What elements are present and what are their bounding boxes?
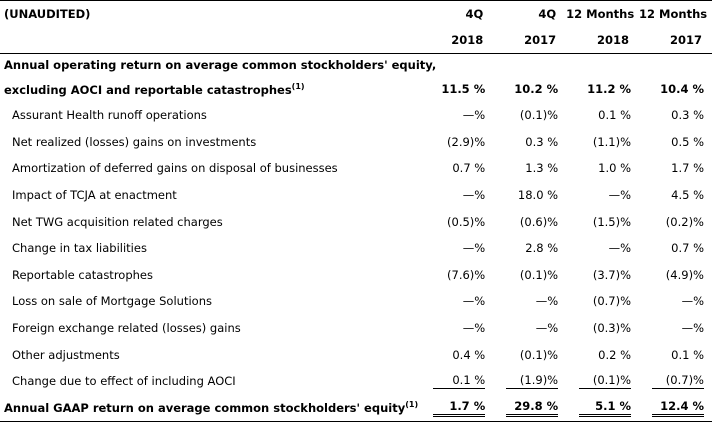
row-label: Net realized (losses) gains on investmen…: [12, 134, 257, 149]
value-cell: (0.1)%: [519, 108, 559, 123]
value-cell: —%: [608, 188, 632, 203]
row-label: Foreign exchange related (losses) gains: [12, 321, 241, 336]
value-cell: 1.0 %: [598, 161, 632, 176]
col-year-3: 2018: [566, 27, 640, 54]
value-cell: (2.9)%: [447, 134, 486, 149]
value-cell: —%: [535, 294, 559, 309]
col-header-12m-2017: 12 Months: [639, 0, 712, 27]
row-label: Change in tax liabilities: [12, 241, 147, 256]
value-cell: 0.7 %: [452, 161, 486, 176]
adjustment-rows: Assurant Health runoff operations —% (0.1)…: [0, 102, 712, 395]
value-cell: —%: [462, 241, 486, 256]
section-title-line2: excluding AOCI and reportable catastroph…: [4, 81, 305, 97]
gaap-roe-total-row: Annual GAAP return on average common sto…: [0, 394, 712, 422]
table-row: Amortization of deferred gains on dispos…: [0, 155, 712, 182]
value-cell: —%: [681, 321, 704, 336]
table-row: Change due to effect of including AOCI 0.…: [0, 368, 712, 395]
value-cell: (0.1)%: [519, 347, 559, 362]
value-cell: 0.3 %: [525, 134, 559, 149]
row-label: Reportable catastrophes: [12, 267, 153, 282]
value-cell: 0.4 %: [452, 347, 486, 362]
footnote-marker: (1): [405, 400, 419, 410]
value-cell: —%: [535, 321, 559, 336]
value-cell: (0.1)%: [579, 373, 632, 390]
value-cell: 0.1 %: [433, 373, 486, 390]
table-row: Assurant Health runoff operations —% (0.1)…: [0, 102, 712, 129]
section-title-line1: Annual operating return on average commo…: [4, 58, 437, 72]
value-cell: 2.8 %: [525, 241, 559, 256]
unaudited-label: (UNAUDITED): [0, 0, 421, 27]
table-row: Net TWG acquisition related charges (0.5)…: [0, 208, 712, 235]
value-cell: (0.5)%: [447, 214, 486, 229]
row-label: Net TWG acquisition related charges: [12, 214, 223, 229]
header-row-top: (UNAUDITED) 4Q 4Q 12 Months 12 Months: [0, 0, 712, 27]
value-cell: 1.3 %: [525, 161, 559, 176]
col-year-1: 2018: [420, 27, 494, 54]
value-cell: —%: [462, 188, 486, 203]
header-row-years: 2018 2017 2018 2017: [0, 27, 712, 54]
value-cell: 0.3 %: [671, 108, 704, 123]
value-cell: —%: [462, 108, 486, 123]
value-cell: (0.7)%: [592, 294, 632, 309]
value-cell: 4.5 %: [671, 188, 704, 203]
value-cell: (4.9)%: [665, 267, 704, 282]
value-cell: (0.7)%: [652, 373, 704, 390]
value-cell: 0.1 %: [598, 108, 632, 123]
table-row: Loss on sale of Mortgage Solutions —% —% (0…: [0, 288, 712, 315]
col-header-4q-2018: 4Q: [420, 0, 494, 27]
value-cell: 1.7 %: [671, 161, 704, 176]
row-label: Change due to effect of including AOCI: [12, 374, 236, 389]
value-cell: —%: [608, 241, 632, 256]
value-cell: —%: [681, 294, 704, 309]
value-cell: —%: [462, 294, 486, 309]
value-cell: (1.1)%: [592, 134, 632, 149]
value-cell: (7.6)%: [447, 267, 486, 282]
total-value-cell: 29.8 %: [506, 399, 559, 417]
row-label: Amortization of deferred gains on dispos…: [12, 161, 338, 176]
value-cell: 10.4 %: [660, 82, 704, 96]
row-label: Loss on sale of Mortgage Solutions: [12, 294, 212, 309]
operating-roe-row: excluding AOCI and reportable catastroph…: [0, 76, 712, 102]
table-row: Change in tax liabilities —% 2.8 % —% 0.7 %: [0, 235, 712, 262]
total-label: Annual GAAP return on average common sto…: [0, 394, 421, 422]
total-value-cell: 12.4 %: [652, 399, 704, 417]
value-cell: (0.3)%: [592, 321, 632, 336]
value-cell: (0.6)%: [519, 214, 559, 229]
value-cell: (1.9)%: [506, 373, 559, 390]
col-header-4q-2017: 4Q: [493, 0, 567, 27]
row-label: Assurant Health runoff operations: [12, 108, 207, 123]
table-row: Impact of TCJA at enactment —% 18.0 % —% 4.5…: [0, 182, 712, 209]
value-cell: —%: [462, 321, 486, 336]
value-cell: (0.2)%: [665, 214, 704, 229]
table-row: Foreign exchange related (losses) gains —…: [0, 315, 712, 342]
table-row: Other adjustments 0.4 % (0.1)% 0.2 % 0.1 %: [0, 341, 712, 368]
total-value-cell: 1.7 %: [433, 399, 486, 417]
row-label: Impact of TCJA at enactment: [12, 188, 177, 203]
col-header-12m-2018: 12 Months: [566, 0, 640, 27]
table-row: Net realized (losses) gains on investmen…: [0, 129, 712, 156]
footnote-marker: (1): [291, 81, 305, 91]
value-cell: 18.0 %: [517, 188, 559, 203]
table-row: Reportable catastrophes (7.6)% (0.1)% (3.7)…: [0, 262, 712, 289]
value-cell: (3.7)%: [592, 267, 632, 282]
value-cell: 11.2 %: [587, 82, 632, 96]
value-cell: 11.5 %: [441, 82, 486, 96]
value-cell: 0.2 %: [598, 347, 632, 362]
value-cell: (0.1)%: [519, 267, 559, 282]
value-cell: 10.2 %: [514, 82, 559, 96]
value-cell: 0.1 %: [671, 347, 704, 362]
value-cell: 0.5 %: [671, 134, 704, 149]
col-year-4: 2017: [639, 27, 712, 54]
section-title-row: Annual operating return on average commo…: [0, 54, 712, 77]
col-year-2: 2017: [493, 27, 567, 54]
row-label: Other adjustments: [12, 347, 120, 362]
value-cell: (1.5)%: [592, 214, 632, 229]
value-cell: 0.7 %: [671, 241, 704, 256]
total-value-cell: 5.1 %: [579, 399, 632, 417]
